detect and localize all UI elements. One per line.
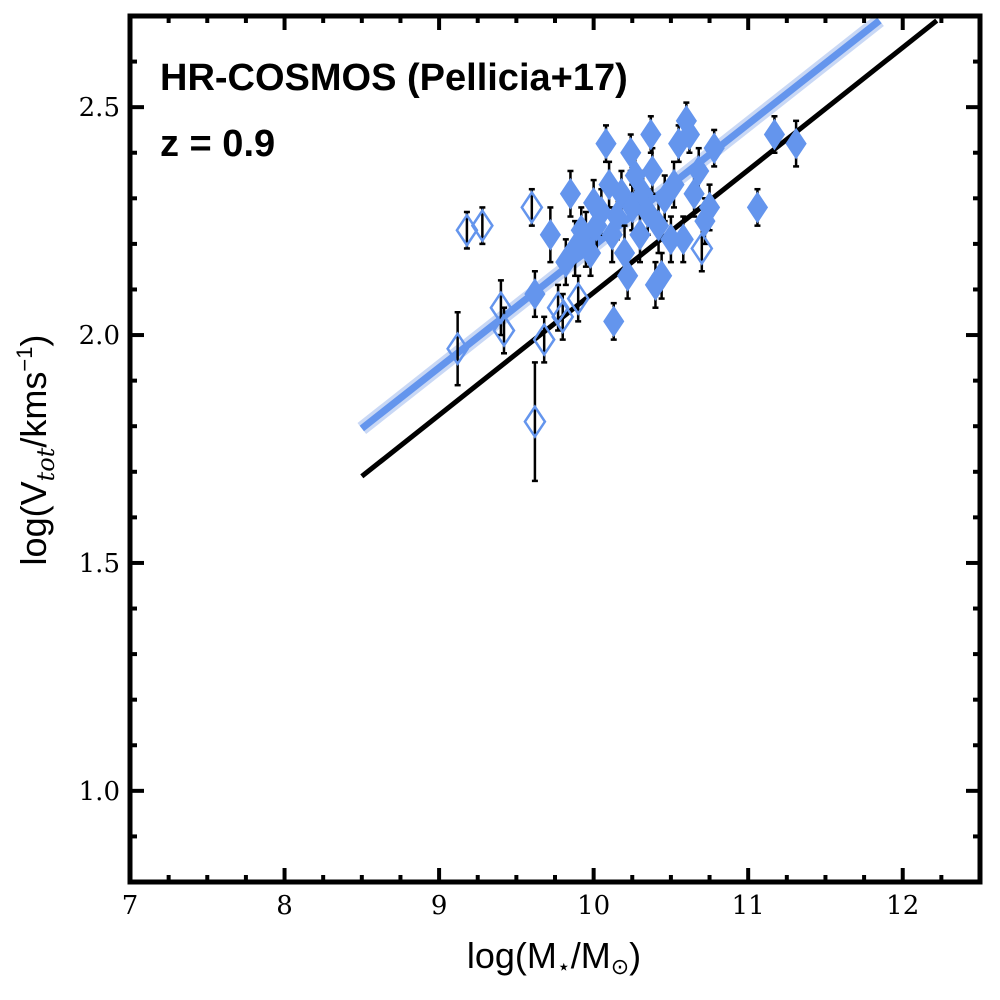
data-point-filled xyxy=(651,259,673,292)
data-point-open xyxy=(690,231,714,266)
data-point-filled xyxy=(640,118,662,151)
x-tick-label: 8 xyxy=(276,891,293,921)
data-point-filled xyxy=(579,237,602,269)
data-point-open xyxy=(566,281,590,316)
error-bar xyxy=(463,210,470,250)
reference-line xyxy=(360,18,939,479)
error-bar xyxy=(531,361,538,483)
data-point-filled xyxy=(703,132,725,165)
data-point-open xyxy=(532,322,556,357)
data-point-open xyxy=(520,190,544,225)
data-point-filled xyxy=(617,259,639,292)
data-point-filled xyxy=(678,118,701,151)
data-point-filled xyxy=(672,223,694,256)
annotation-redshift: z = 0.9 xyxy=(160,123,275,165)
data-point-open xyxy=(489,290,513,325)
data-point-filled xyxy=(647,209,670,242)
data-point-filled xyxy=(603,305,625,338)
error-bar xyxy=(479,206,486,246)
data-point-filled xyxy=(590,196,612,228)
x-tick-label: 12 xyxy=(886,891,919,921)
x-tick-label: 9 xyxy=(431,891,448,921)
data-point-filled xyxy=(524,278,546,310)
data-point-filled xyxy=(746,191,769,224)
y-tick-label: 2.0 xyxy=(79,321,120,351)
x-tick-label: 10 xyxy=(577,891,610,921)
x-tick-label: 7 xyxy=(122,891,139,921)
data-point-filled xyxy=(763,118,786,151)
x-axis-label: log(M⋆/M⊙) xyxy=(467,935,641,979)
y-tick-label: 1.0 xyxy=(79,777,120,807)
y-tick-label: 1.5 xyxy=(79,549,120,579)
data-point-filled xyxy=(698,191,721,224)
data-point-open xyxy=(446,331,470,366)
error-bar xyxy=(454,311,461,387)
data-point-open xyxy=(492,313,516,348)
data-point-filled xyxy=(785,127,807,160)
y-axis-label: log(Vtot/kms−1) xyxy=(12,335,60,566)
error-bar xyxy=(528,187,535,227)
data-point-filled xyxy=(688,155,710,187)
data-point-open xyxy=(523,404,547,439)
chart-layer-points xyxy=(446,104,807,439)
data-point-filled xyxy=(595,127,617,160)
data-point-filled xyxy=(629,218,651,251)
data-point-filled xyxy=(663,168,685,201)
data-point-open xyxy=(551,299,575,335)
data-point-filled xyxy=(559,177,582,210)
chart-layer-ticks: 7 8 9 10 11 12 1.0 1.5 2.0 2.5 xyxy=(79,14,982,921)
data-point-filled xyxy=(641,155,663,187)
data-point-open xyxy=(470,208,494,243)
x-tick-label: 11 xyxy=(732,891,765,921)
data-point-filled xyxy=(539,218,561,251)
annotation-survey: HR-COSMOS (Pellicia+17) xyxy=(160,57,628,99)
y-tick-label: 2.5 xyxy=(79,93,120,123)
